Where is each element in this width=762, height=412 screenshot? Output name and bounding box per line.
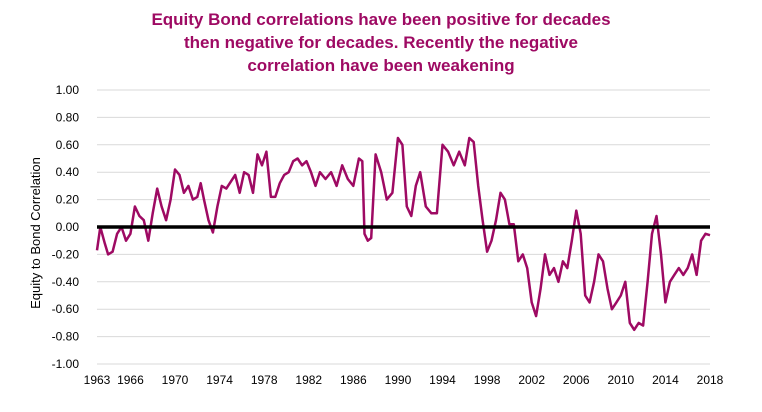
x-tick-label: 2018 [697, 373, 724, 387]
y-tick-label: 0.00 [56, 220, 80, 234]
x-tick-label: 1982 [295, 373, 322, 387]
y-tick-label: -1.00 [52, 357, 80, 371]
x-tick-label: 1990 [385, 373, 412, 387]
x-tick-label: 1994 [429, 373, 456, 387]
y-tick-label: 1.00 [56, 83, 80, 97]
y-tick-label: 0.60 [56, 138, 80, 152]
y-tick-label: -0.80 [52, 330, 80, 344]
x-tick-label: 1998 [474, 373, 501, 387]
gridlines [97, 89, 710, 365]
y-tick-label: -0.60 [52, 302, 80, 316]
y-tick-label: -0.40 [52, 275, 80, 289]
x-tick-label: 1986 [340, 373, 367, 387]
y-tick-label: 0.40 [56, 165, 80, 179]
y-axis-ticks: 1.00 0.80 0.60 0.40 0.20 0.00 -0.20 -0.40 -0.60 -… [52, 83, 80, 371]
x-tick-label: 2010 [607, 373, 634, 387]
x-tick-label: 1970 [162, 373, 189, 387]
x-tick-label: 1966 [117, 373, 144, 387]
title-line-3: correlation have been weakening [247, 56, 514, 75]
x-tick-label: 2002 [518, 373, 545, 387]
x-tick-label: 2014 [652, 373, 679, 387]
x-tick-label: 1974 [206, 373, 233, 387]
series-layer [95, 136, 711, 332]
y-tick-label: 0.80 [56, 110, 80, 124]
x-tick-label: 1963 [84, 373, 111, 387]
x-tick-label: 2006 [563, 373, 590, 387]
title-line-2: then negative for decades. Recently the … [184, 33, 578, 52]
series-line-0 [95, 136, 711, 332]
y-axis-label: Equity to Bond Correlation [28, 157, 43, 309]
x-axis-ticks: 1963 1966 1970 1974 1978 1982 1986 1990 1994 1998… [84, 373, 724, 387]
x-tick-label: 1978 [251, 373, 278, 387]
title-line-1: Equity Bond correlations have been posit… [151, 10, 610, 29]
y-tick-label: -0.20 [52, 247, 80, 261]
chart-title: Equity Bond correlations have been posit… [151, 10, 610, 75]
y-tick-label: 0.20 [56, 193, 80, 207]
